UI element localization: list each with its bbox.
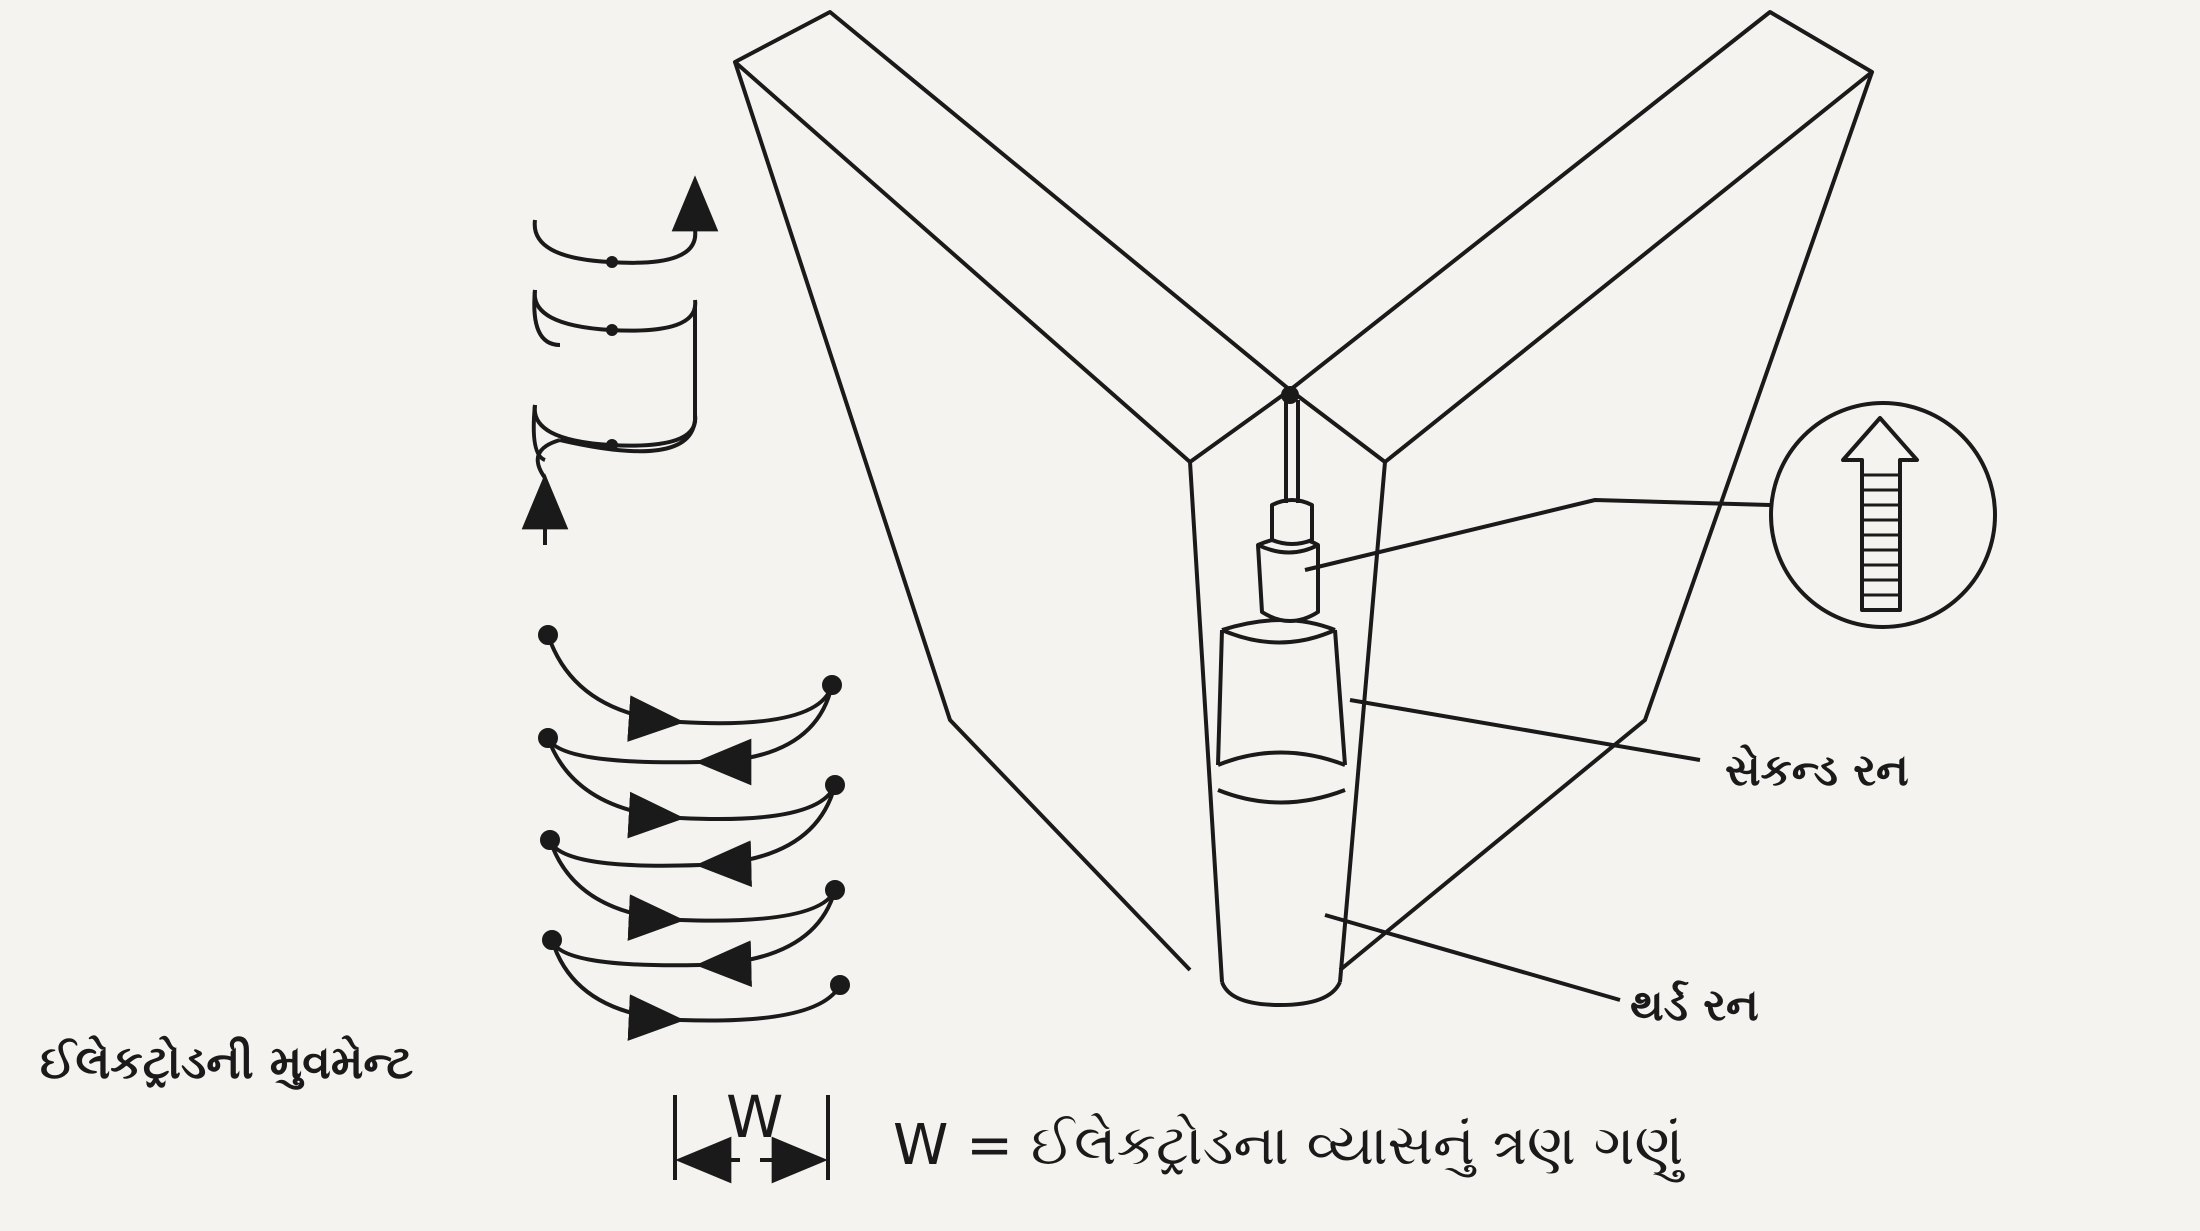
left-plate [733, 10, 1292, 983]
travel-direction-detail [1769, 401, 1997, 629]
second-run-label: સેકન્ડ રન [1725, 745, 1909, 796]
width-formula-label: W = ઈલેકટ્રોડના વ્યાસનું ત્રણ ગણું [893, 1113, 1684, 1178]
zigzag-weave-icon [538, 625, 850, 1041]
leader-to-detail [1304, 498, 1771, 572]
leader-second-run [1349, 698, 1701, 762]
electrode [1256, 400, 1320, 623]
weld-passes [1216, 618, 1347, 805]
loop-weave-icon [521, 175, 719, 545]
up-arrow-icon [1841, 416, 1919, 612]
right-plate [1288, 10, 1874, 983]
third-run-label: થર્ડ રન [1630, 980, 1759, 1031]
dimension-arrows-icon [673, 1095, 830, 1184]
width-symbol-label: W [726, 1083, 784, 1151]
electrode-movement-label: ઈલેકટ્રોડની મુવમેન્ટ [40, 1035, 414, 1089]
weld-root [1220, 981, 1342, 1007]
root-point [1281, 386, 1299, 404]
leader-third-run [1324, 913, 1621, 1002]
